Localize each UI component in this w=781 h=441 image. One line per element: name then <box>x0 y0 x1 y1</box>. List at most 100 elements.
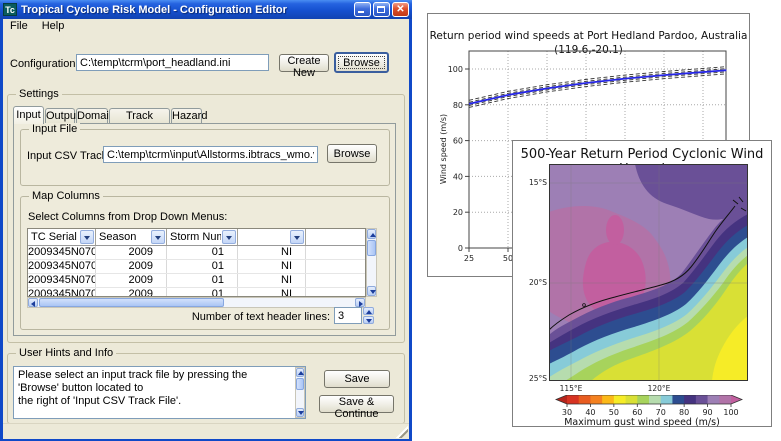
arrow-left-icon <box>31 301 35 307</box>
column-select-season[interactable]: Season <box>96 229 167 245</box>
dropdown-button[interactable] <box>80 230 94 244</box>
contour-over-100 <box>582 241 646 316</box>
svg-text:0: 0 <box>458 244 463 253</box>
table-row[interactable]: 2009345N07085 2009 01 NI <box>28 260 365 274</box>
tab-input[interactable]: Input <box>13 106 44 124</box>
hint-line-2: the right of 'Input CSV Track File'. <box>18 395 182 407</box>
input-csv-input[interactable] <box>103 146 318 163</box>
scroll-up-button[interactable] <box>367 229 376 239</box>
save-continue-button[interactable]: Save & Continue <box>319 395 394 420</box>
cell-season: 2009 <box>96 246 167 259</box>
map-gridlines <box>549 164 748 381</box>
dropdown-button[interactable] <box>151 230 165 244</box>
resize-grip-icon[interactable] <box>396 426 408 438</box>
svg-text:25: 25 <box>464 254 474 263</box>
svg-text:90: 90 <box>702 408 712 417</box>
menu-help[interactable]: Help <box>41 20 65 32</box>
dropdown-button[interactable] <box>222 230 236 244</box>
scroll-thumb[interactable] <box>296 378 304 390</box>
header-lines-spinner[interactable] <box>363 307 375 324</box>
window-border-right <box>409 19 412 441</box>
combo-value: Storm Number <box>170 231 221 243</box>
column-select-blank[interactable] <box>238 229 306 245</box>
svg-text:40: 40 <box>453 172 463 181</box>
column-select-extra[interactable] <box>306 229 365 245</box>
tab-domain[interactable]: Domain <box>76 108 115 124</box>
lat-tick-20s: 20°S <box>528 278 547 287</box>
svg-text:80: 80 <box>453 101 463 110</box>
scroll-down-button[interactable] <box>367 286 376 296</box>
scroll-thumb[interactable] <box>367 240 376 256</box>
arrow-right-icon <box>359 301 363 307</box>
hint-line-1: Please select an input track file by pre… <box>18 369 248 394</box>
svg-text:100: 100 <box>448 65 463 74</box>
svg-text:20: 20 <box>453 208 463 217</box>
chevron-down-icon <box>294 236 300 240</box>
svg-text:50: 50 <box>609 408 619 417</box>
maximize-button[interactable] <box>373 2 390 17</box>
contour-50-55 <box>712 316 748 381</box>
map-columns-groupbox: Map Columns <box>20 190 390 330</box>
wind-speed-curves <box>468 66 727 108</box>
contour-55-60 <box>591 263 748 381</box>
close-button[interactable]: ✕ <box>392 2 409 17</box>
browse-csv-button[interactable]: Browse <box>327 144 377 163</box>
column-select-storm-number[interactable]: Storm Number <box>167 229 238 245</box>
table-horizontal-scrollbar[interactable] <box>27 297 366 308</box>
create-new-button[interactable]: Create New <box>279 54 329 79</box>
lon-tick-120e: 120°E <box>647 384 671 393</box>
svg-text:70: 70 <box>656 408 666 417</box>
browse-config-button[interactable]: Browse <box>334 52 389 73</box>
arrow-up-icon <box>370 233 376 237</box>
scroll-thumb[interactable] <box>39 298 224 307</box>
cell-serial: 2009345N07085 <box>28 260 96 273</box>
header-lines-input[interactable] <box>334 307 362 324</box>
scroll-left-button[interactable] <box>28 298 38 307</box>
tab-track-generator[interactable]: Track Generator <box>109 108 170 137</box>
chevron-down-icon <box>226 236 232 240</box>
app-icon: Tc <box>3 3 17 16</box>
menu-file[interactable]: File <box>10 20 28 32</box>
svg-text:60: 60 <box>632 408 642 417</box>
map-columns-instruction: Select Columns from Drop Down Menus: <box>28 211 228 223</box>
svg-text:30: 30 <box>562 408 572 417</box>
table-vertical-scrollbar[interactable] <box>366 228 377 297</box>
spin-up-button[interactable] <box>363 307 374 315</box>
table-row[interactable]: 2009345N07085 2009 01 NI <box>28 288 365 296</box>
column-mapping-table: TC Serial Numbe Season Storm Number <box>27 228 366 297</box>
column-select-tc-serial[interactable]: TC Serial Numbe <box>28 229 96 245</box>
lat-tick-25s: 25°S <box>528 374 547 383</box>
scroll-right-button[interactable] <box>355 298 365 307</box>
table-row[interactable]: 2009345N07085 2009 01 NI <box>28 274 365 288</box>
window-border-left <box>0 19 3 441</box>
scroll-up-button[interactable] <box>296 368 304 377</box>
spin-down-button[interactable] <box>363 316 374 324</box>
save-button[interactable]: Save <box>324 370 390 388</box>
combo-value: TC Serial Numbe <box>31 231 79 243</box>
svg-text:50: 50 <box>503 254 513 263</box>
tab-hazard[interactable]: Hazard <box>171 108 208 124</box>
coastline <box>549 205 736 331</box>
scroll-down-button[interactable] <box>296 408 304 417</box>
cell-basin: NI <box>238 288 306 296</box>
svg-text:80: 80 <box>679 408 689 417</box>
dropdown-button[interactable] <box>290 230 304 244</box>
title-bar[interactable]: Tc Tropical Cyclone Risk Model - Configu… <box>0 0 412 19</box>
tab-output[interactable]: Output <box>45 108 80 124</box>
configuration-file-input[interactable] <box>76 54 269 71</box>
cell-storm: 01 <box>167 288 238 296</box>
lat-tick-15s: 15°S <box>528 178 547 187</box>
cell-season: 2009 <box>96 274 167 287</box>
minimize-button[interactable] <box>354 2 371 17</box>
table-row[interactable]: 2009345N07085 2009 01 NI <box>28 246 365 260</box>
return-period-plot: 0 20 40 60 80 100 25 50 Wind speed (m/s) <box>439 50 727 263</box>
cell-storm: 01 <box>167 260 238 273</box>
hints-textarea[interactable]: Please select an input track file by pre… <box>13 366 306 419</box>
cell-season: 2009 <box>96 288 167 296</box>
header-lines-label: Number of text header lines: <box>191 311 330 323</box>
plot-title: Return period wind speeds at Port Hedlan… <box>429 30 748 42</box>
cell-storm: 01 <box>167 246 238 259</box>
hints-scrollbar[interactable] <box>295 367 305 418</box>
settings-groupbox: Settings <box>7 88 405 343</box>
plot-subtitle: (119.6,-20.1) <box>554 44 623 56</box>
